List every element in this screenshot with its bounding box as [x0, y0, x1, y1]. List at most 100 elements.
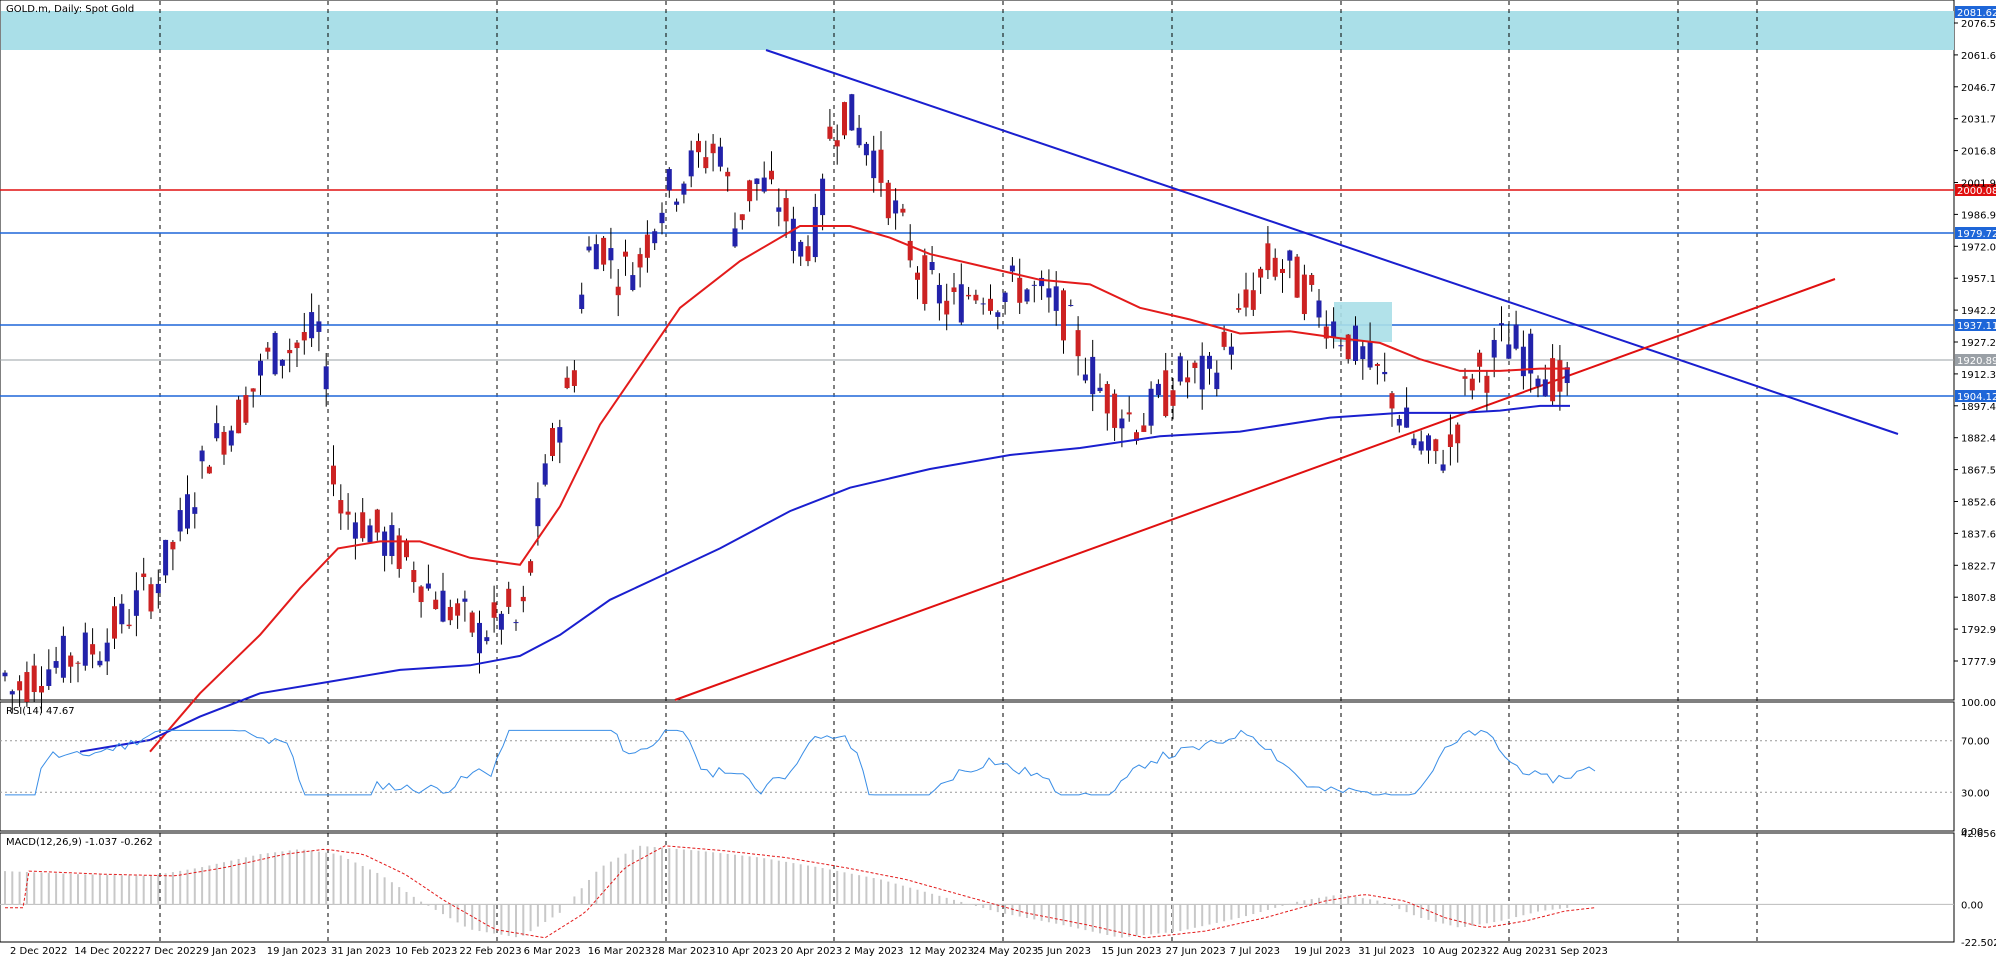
candle-body [491, 602, 497, 618]
candle-body [214, 423, 220, 439]
candle-body [915, 272, 920, 280]
candle-body [97, 660, 103, 666]
candle-body [455, 603, 461, 616]
macd-tick-label: -22.502 [1961, 938, 1996, 949]
price-tick-label: 2061.64 [1961, 51, 1996, 62]
candle-body [46, 669, 52, 686]
candle-body [1250, 290, 1256, 310]
price-tick-label: 1957.13 [1961, 274, 1996, 285]
date-axis-label: 22 Feb 2023 [459, 946, 521, 957]
date-axis-label: 19 Jan 2023 [267, 946, 327, 957]
descending-trendline[interactable] [765, 49, 1899, 435]
candle-body [228, 430, 234, 446]
candle-body [1046, 288, 1052, 298]
candle-body [250, 388, 256, 392]
date-axis-label: 28 Mar 2023 [652, 946, 715, 957]
chart-title: GOLD.m, Daily: Spot Gold [6, 4, 134, 15]
candle-body [1039, 277, 1045, 287]
candle-body [1068, 305, 1074, 307]
date-axis-label: 27 Dec 2022 [138, 946, 202, 957]
candle-body [1097, 387, 1103, 392]
candle-body [1550, 358, 1556, 402]
price-tick-label: 1777.97 [1961, 657, 1996, 668]
candle-body [1557, 360, 1563, 392]
candle-body [2, 672, 8, 677]
candle-body [90, 644, 96, 655]
candle-body [60, 635, 66, 678]
candle-body [1112, 393, 1118, 428]
price-tick-label: 1986.99 [1961, 210, 1996, 221]
candle-body [382, 531, 388, 556]
candle-body [929, 262, 935, 271]
price-tag-label: 2000.08 [1957, 186, 1996, 197]
candle-body [1411, 438, 1417, 446]
resistance-zone [1, 11, 1954, 50]
candle-body [1090, 356, 1096, 395]
candle-body [659, 212, 665, 224]
candle-body [754, 178, 760, 185]
candle-body [141, 573, 147, 577]
candle-body [1520, 346, 1526, 377]
candle-body [119, 603, 125, 625]
candle-body [323, 366, 329, 390]
candle-body [9, 691, 15, 695]
candle-body [1382, 371, 1388, 375]
candle-body [1477, 352, 1483, 367]
candle-body [623, 251, 628, 257]
candle-body [863, 143, 869, 156]
candle-body [1440, 464, 1446, 471]
candle-body [462, 598, 468, 602]
candle-body [644, 234, 650, 258]
candle-body [878, 149, 884, 183]
price-tag-label: 1979.72 [1957, 229, 1996, 240]
macd-panel-border [0, 832, 1955, 943]
candle-body [1265, 243, 1271, 271]
candle-body [1228, 346, 1234, 355]
ascending-trendline[interactable] [674, 278, 1836, 701]
candle-body [973, 294, 979, 301]
candle-body [199, 450, 205, 462]
candle-body [907, 240, 913, 261]
rsi-panel-border [0, 701, 1955, 832]
candle-body [1126, 412, 1132, 415]
candle-body [221, 431, 227, 455]
candle-body [1061, 290, 1066, 341]
candle-body [637, 254, 643, 268]
candle-body [1185, 377, 1191, 383]
price-tick-label: 2031.78 [1961, 115, 1996, 126]
price-tick-label: 1822.76 [1961, 561, 1996, 572]
candle-body [893, 200, 899, 214]
candle-body [1323, 326, 1329, 339]
candle-body [681, 183, 687, 195]
macd-tick-label: 42.656 [1961, 829, 1996, 840]
consolidation-box [1334, 302, 1392, 342]
candle-body [827, 126, 833, 139]
candle-body [1455, 424, 1461, 444]
candle-body [725, 171, 731, 177]
rsi-tick-label: 100.00 [1961, 698, 1996, 709]
candle-body [112, 606, 117, 639]
candle-body [1075, 330, 1081, 357]
candle-body [885, 182, 891, 219]
candle-body [557, 427, 563, 443]
candle-body [1031, 284, 1037, 286]
candle-body [1564, 367, 1570, 384]
price-tick-label: 1897.41 [1961, 402, 1996, 413]
date-axis-label: 7 Jul 2023 [1230, 946, 1280, 957]
candle-body [615, 286, 621, 296]
candle-body [951, 287, 957, 292]
candle-body [287, 349, 293, 354]
candle-body [1024, 289, 1030, 302]
date-axis-label: 15 Jun 2023 [1101, 946, 1161, 957]
candle-body [294, 342, 300, 349]
price-tick-label: 1912.34 [1961, 370, 1996, 381]
price-tick-label: 2046.71 [1961, 83, 1996, 94]
candle-body [1528, 333, 1534, 374]
candle-body [550, 428, 555, 456]
candle-body [535, 498, 541, 527]
price-tag [1955, 184, 1996, 196]
candle-body [739, 214, 745, 221]
date-axis-label: 20 Apr 2023 [780, 946, 842, 957]
candle-body [1258, 268, 1264, 278]
